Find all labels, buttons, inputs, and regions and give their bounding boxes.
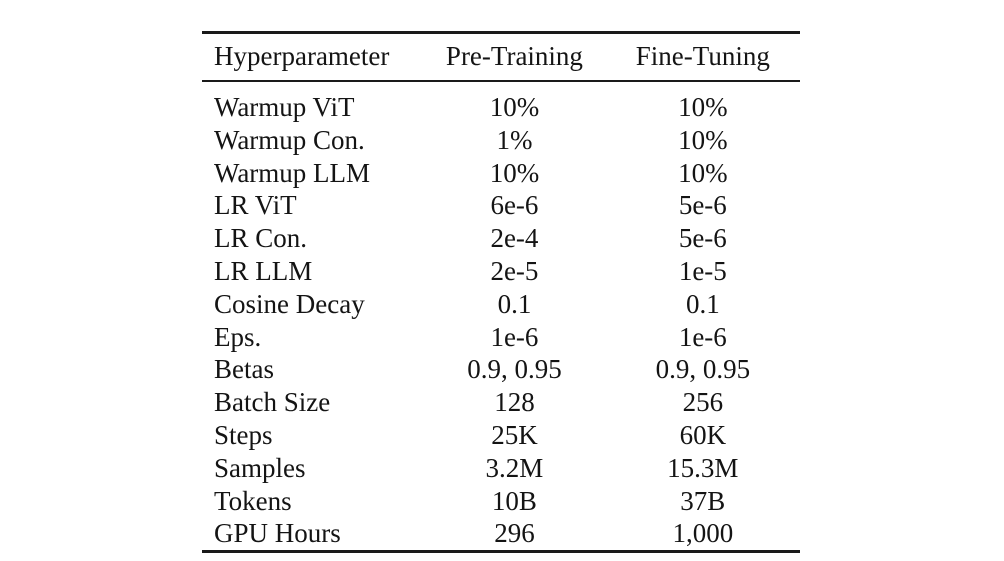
row-label: LR LLM [214,255,313,286]
row-label: GPU Hours [214,518,341,549]
row-value: 1e-5 [678,255,727,286]
row-value: 296 [494,518,535,549]
table-row: LR Con. 2e-4 5e-6 [202,222,800,255]
table-row: Samples 3.2M 15.3M [202,452,800,485]
row-value: 0.1 [497,288,532,319]
row-value: 3.2M [485,452,544,483]
row-value: 10% [678,92,728,122]
table-body: Warmup ViT 10% 10% Warmup Con. 1% 10% Warmup L… [202,81,800,552]
row-value: 60K [679,419,727,450]
row-value: 5e-6 [678,190,727,221]
table-row: Eps. 1e-6 1e-6 [202,321,800,354]
row-value: 5e-6 [678,223,727,254]
row-value: 2e-4 [490,223,539,254]
row-label: Steps [214,419,273,450]
column-header-hyperparameter: Hyperparameter [202,32,424,82]
row-value: 256 [682,387,724,418]
row-label: Tokens [214,485,292,516]
row-label: Warmup ViT [214,92,355,122]
row-value: 1% [496,124,533,155]
row-label: Cosine Decay [214,288,365,319]
row-value: 10% [489,92,540,122]
row-value: 0.9, 0.95 [655,354,751,385]
row-value: 10% [489,157,540,188]
row-value: 2e-5 [490,255,539,286]
table-row: Tokens 10B 37B [202,485,800,518]
hyperparameter-table: Hyperparameter Pre-Training Fine-Tuning … [202,31,800,554]
row-label: LR ViT [214,190,297,221]
row-label: Betas [214,354,274,385]
table-row: LR ViT 6e-6 5e-6 [202,189,800,222]
table-row: Steps 25K 60K [202,419,800,452]
table-header: Hyperparameter Pre-Training Fine-Tuning [202,32,800,82]
row-value: 10% [678,124,728,155]
row-value: 1e-6 [678,321,727,352]
row-value: 1e-6 [490,321,539,352]
row-label: Warmup LLM [214,157,371,188]
row-value: 128 [494,387,535,418]
column-header-pre-training: Pre-Training [423,32,606,82]
table-row: Batch Size 128 256 [202,386,800,419]
row-value: 37B [680,485,726,516]
header-row: Hyperparameter Pre-Training Fine-Tuning [202,32,800,82]
column-header-fine-tuning: Fine-Tuning [605,32,800,82]
table-row: Betas 0.9, 0.95 0.9, 0.95 [202,353,800,386]
row-value: 10% [678,157,728,188]
row-value: 0.9, 0.95 [467,354,562,385]
row-value: 0.1 [685,288,720,319]
table-row: LR LLM 2e-5 1e-5 [202,255,800,288]
row-label: Batch Size [214,387,331,418]
row-label: Samples [214,452,306,483]
row-value: 6e-6 [490,190,539,221]
table-row: GPU Hours 296 1,000 [202,517,800,551]
row-value: 25K [491,419,538,450]
table-row: Warmup Con. 1% 10% [202,124,800,157]
row-value: 10B [491,485,537,516]
table-row: Warmup ViT 10% 10% [202,81,800,124]
row-value: 1,000 [672,518,734,549]
row-label: LR Con. [214,223,308,254]
row-label: Eps. [214,321,262,352]
row-label: Warmup Con. [214,124,365,155]
row-value: 15.3M [667,452,739,483]
table-row: Warmup LLM 10% 10% [202,157,800,190]
table-row: Cosine Decay 0.1 0.1 [202,288,800,321]
